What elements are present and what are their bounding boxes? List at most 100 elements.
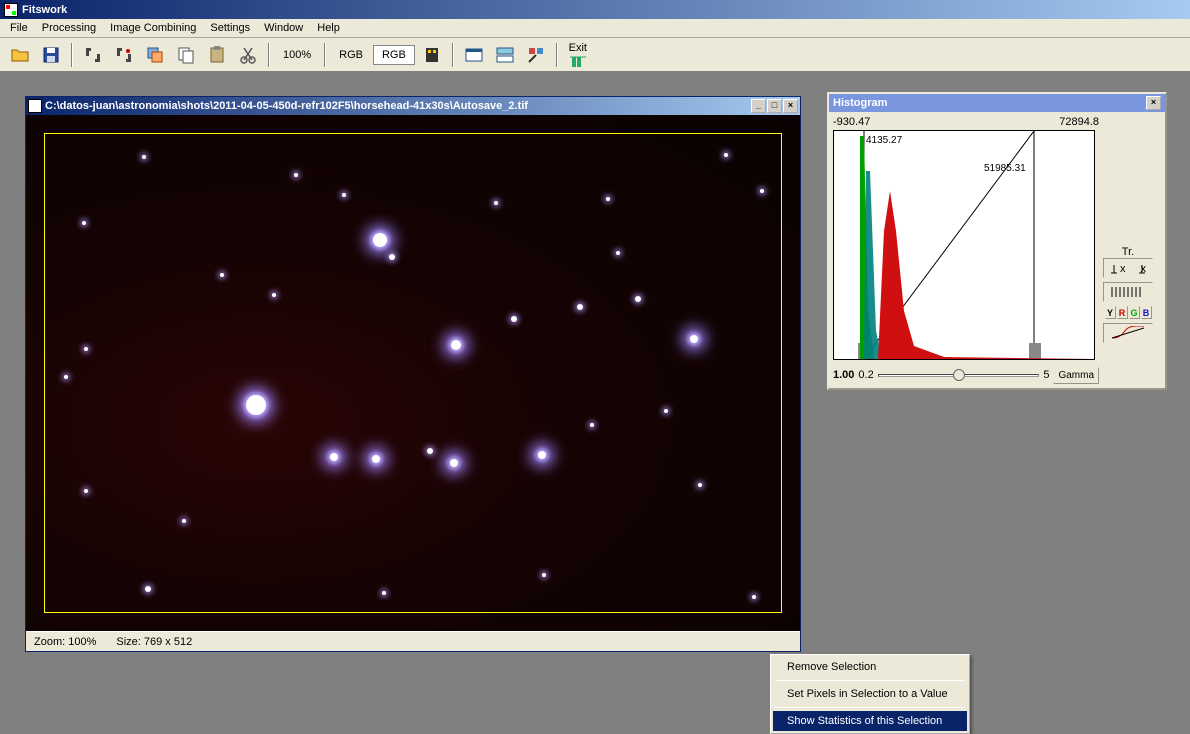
status-zoom: Zoom: 100%	[34, 636, 96, 648]
menu-settings[interactable]: Settings	[204, 20, 256, 36]
star	[450, 459, 458, 467]
minimize-button[interactable]: _	[751, 99, 766, 113]
tool-crop-1[interactable]	[79, 41, 107, 69]
star	[294, 173, 298, 177]
menu-help[interactable]: Help	[311, 20, 346, 36]
gamma-high: 5	[1043, 369, 1049, 381]
document-titlebar[interactable]: C:\datos-juan\astronomia\shots\2011-04-0…	[26, 97, 800, 115]
star	[664, 409, 668, 413]
toolbar-sep	[268, 43, 270, 67]
star	[372, 455, 380, 463]
gamma-low: 0.2	[858, 369, 873, 381]
star	[246, 395, 266, 415]
hatch-icon[interactable]	[1103, 282, 1153, 302]
tr-handles-icon[interactable]: xx	[1103, 258, 1153, 278]
tool-crop-2[interactable]	[110, 41, 138, 69]
star	[690, 335, 698, 343]
context-menu: Remove Selection Set Pixels in Selection…	[770, 654, 970, 734]
toolbar-sep	[324, 43, 326, 67]
star	[373, 233, 387, 247]
tool-window-1[interactable]	[460, 41, 488, 69]
channel-buttons: Y R G B	[1103, 306, 1153, 319]
rgb-button-2[interactable]: RGB	[373, 45, 415, 65]
selection-rectangle[interactable]	[44, 133, 782, 613]
exit-label: Exit	[569, 42, 587, 54]
tool-copy[interactable]	[172, 41, 200, 69]
save-button[interactable]	[37, 41, 65, 69]
rgb-button-1[interactable]: RGB	[332, 44, 370, 66]
star	[220, 273, 224, 277]
histo-min: -930.47	[833, 116, 870, 128]
star	[82, 221, 86, 225]
zoom-label[interactable]: 100%	[276, 44, 318, 66]
tool-layers[interactable]	[141, 41, 169, 69]
histo-right-marker: 51985.31	[984, 163, 1026, 174]
star	[145, 586, 151, 592]
app-titlebar: Fitswork	[0, 0, 1190, 19]
image-canvas[interactable]	[26, 115, 800, 631]
star	[577, 304, 583, 310]
star	[427, 448, 433, 454]
app-icon	[4, 3, 18, 17]
exit-button[interactable]: Exit	[564, 41, 592, 69]
tool-cut[interactable]	[234, 41, 262, 69]
star	[635, 296, 641, 302]
gamma-value: 1.00	[833, 369, 854, 381]
star	[760, 189, 764, 193]
app-title: Fitswork	[22, 4, 67, 16]
status-size: Size: 769 x 512	[116, 636, 192, 648]
histogram-close-button[interactable]: ×	[1146, 96, 1161, 110]
star	[84, 347, 88, 351]
gamma-row: 1.00 0.2 5 Gamma	[833, 366, 1099, 384]
toolbar-sep	[71, 43, 73, 67]
menu-file[interactable]: File	[4, 20, 34, 36]
menu-processing[interactable]: Processing	[36, 20, 102, 36]
ctx-separator	[775, 707, 965, 708]
open-button[interactable]	[6, 41, 34, 69]
histogram-title: Histogram	[833, 97, 1146, 109]
tool-paste[interactable]	[203, 41, 231, 69]
tool-window-2[interactable]	[491, 41, 519, 69]
star	[182, 519, 186, 523]
star	[542, 573, 546, 577]
ctx-set-pixels[interactable]: Set Pixels in Selection to a Value	[773, 684, 967, 704]
star	[606, 197, 610, 201]
tr-label: Tr.	[1103, 246, 1153, 258]
document-title: C:\datos-juan\astronomia\shots\2011-04-0…	[45, 100, 751, 112]
star	[590, 423, 594, 427]
close-button[interactable]: ×	[783, 99, 798, 113]
histo-left-marker: 4135.27	[866, 135, 902, 146]
histogram-titlebar[interactable]: Histogram ×	[829, 94, 1165, 112]
histogram-window: Histogram × -930.47 72894.8	[827, 92, 1167, 390]
maximize-button[interactable]: □	[767, 99, 782, 113]
star	[142, 155, 146, 159]
toolbar-sep	[556, 43, 558, 67]
histogram-plot[interactable]: 4135.27 51985.31	[833, 130, 1095, 360]
channel-b[interactable]: B	[1141, 306, 1152, 319]
curve-icon[interactable]	[1103, 323, 1153, 343]
toolbar: 100% RGB RGB Exit	[0, 38, 1190, 72]
gamma-slider[interactable]	[878, 366, 1040, 384]
histo-max: 72894.8	[1059, 116, 1099, 128]
channel-r[interactable]: R	[1117, 306, 1128, 319]
channel-g[interactable]: G	[1129, 306, 1140, 319]
star	[451, 340, 461, 350]
star	[494, 201, 498, 205]
star	[84, 489, 88, 493]
tool-filter[interactable]	[418, 41, 446, 69]
document-statusbar: Zoom: 100% Size: 769 x 512	[26, 631, 800, 651]
document-window: C:\datos-juan\astronomia\shots\2011-04-0…	[25, 96, 801, 652]
menu-image-combining[interactable]: Image Combining	[104, 20, 202, 36]
channel-y[interactable]: Y	[1105, 306, 1116, 319]
workspace: C:\datos-juan\astronomia\shots\2011-04-0…	[0, 72, 1190, 707]
tool-eyedrop[interactable]	[522, 41, 550, 69]
gamma-button[interactable]: Gamma	[1053, 367, 1099, 384]
svg-text:x: x	[1120, 263, 1126, 275]
toolbar-sep	[452, 43, 454, 67]
menu-window[interactable]: Window	[258, 20, 309, 36]
ctx-show-statistics[interactable]: Show Statistics of this Selection	[773, 711, 967, 731]
ctx-remove-selection[interactable]: Remove Selection	[773, 657, 967, 677]
star	[330, 453, 338, 461]
star	[752, 595, 756, 599]
menubar: File Processing Image Combining Settings…	[0, 19, 1190, 38]
